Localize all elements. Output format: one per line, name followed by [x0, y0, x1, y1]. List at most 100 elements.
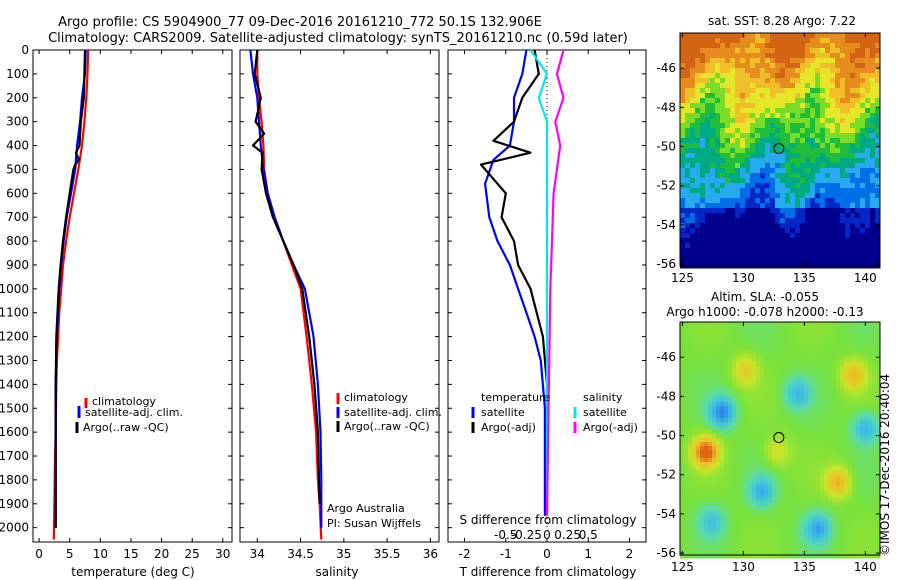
sla-cell	[816, 490, 821, 495]
sla-cell	[720, 542, 725, 547]
sst-cell	[750, 233, 756, 239]
sla-cell	[720, 430, 725, 435]
sla-cell	[704, 474, 709, 479]
sst-cell	[810, 158, 816, 164]
sla-cell	[720, 414, 725, 419]
sst-cell	[875, 103, 881, 109]
sst-cell	[755, 98, 761, 104]
sst-cell	[730, 103, 736, 109]
sst-cell	[775, 233, 781, 239]
sst-cell	[870, 158, 876, 164]
sst-cell	[840, 68, 846, 74]
sla-cell	[776, 410, 781, 415]
sla-cell	[740, 466, 745, 471]
sla-cell	[728, 346, 733, 351]
sla-cell	[816, 430, 821, 435]
sst-cell	[835, 208, 841, 214]
sst-cell	[780, 153, 786, 159]
sst-cell	[835, 218, 841, 224]
sst-cell	[805, 103, 811, 109]
sla-cell	[848, 466, 853, 471]
sla-cell	[772, 422, 777, 427]
sst-cell	[705, 138, 711, 144]
sla-cell	[876, 490, 881, 495]
sla-cell	[792, 398, 797, 403]
sla-cell	[864, 530, 869, 535]
sla-cell	[856, 342, 861, 347]
sla-cell	[744, 502, 749, 507]
sst-cell	[775, 163, 781, 169]
sla-cell	[856, 514, 861, 519]
sst-cell	[865, 258, 871, 264]
sst-cell	[745, 43, 751, 49]
sst-cell	[690, 243, 696, 249]
sla-cell	[712, 370, 717, 375]
sla-cell	[844, 366, 849, 371]
sla-cell	[828, 370, 833, 375]
sla-cell	[828, 386, 833, 391]
sla-cell	[756, 534, 761, 539]
sla-cell	[860, 390, 865, 395]
sst-cell	[845, 198, 851, 204]
sla-cell	[744, 426, 749, 431]
sla-cell	[820, 394, 825, 399]
sst-cell	[705, 143, 711, 149]
sla-cell	[856, 462, 861, 467]
sla-cell	[796, 330, 801, 335]
sla-cell	[748, 326, 753, 331]
sla-cell	[752, 358, 757, 363]
sla-cell	[708, 446, 713, 451]
sst-cell	[875, 33, 881, 39]
sla-cell	[792, 386, 797, 391]
sla-cell	[860, 410, 865, 415]
salinity-xlabel: salinity	[315, 565, 358, 579]
sst-cell	[870, 88, 876, 94]
sla-cell	[868, 394, 873, 399]
sla-cell	[872, 498, 877, 503]
sla-cell	[828, 494, 833, 499]
sst-cell	[685, 258, 691, 264]
sla-cell	[740, 490, 745, 495]
sst-cell	[800, 183, 806, 189]
sla-cell	[860, 482, 865, 487]
sst-cell	[835, 258, 841, 264]
sst-cell	[710, 33, 716, 39]
sla-cell	[816, 462, 821, 467]
sla-cell	[696, 462, 701, 467]
sla-cell	[816, 414, 821, 419]
sst-cell	[855, 118, 861, 124]
sst-cell	[830, 183, 836, 189]
sst-cell	[805, 118, 811, 124]
sla-cell	[688, 546, 693, 551]
sla-cell	[816, 350, 821, 355]
sla-cell	[860, 398, 865, 403]
sst-cell	[710, 48, 716, 54]
sst-cell	[850, 248, 856, 254]
sla-cell	[724, 386, 729, 391]
sst-cell	[865, 153, 871, 159]
sla-cell	[816, 514, 821, 519]
sla-cell	[784, 382, 789, 387]
sla-cell	[688, 506, 693, 511]
sla-cell	[864, 410, 869, 415]
sla-cell	[772, 366, 777, 371]
sst-cell	[705, 53, 711, 59]
sla-cell	[800, 490, 805, 495]
sla-cell	[824, 350, 829, 355]
sla-cell	[836, 538, 841, 543]
sla-cell	[728, 466, 733, 471]
sla-cell	[872, 522, 877, 527]
sla-cell	[728, 518, 733, 523]
sla-cell	[788, 494, 793, 499]
sla-cell	[856, 334, 861, 339]
sla-cell	[688, 422, 693, 427]
sla-cell	[836, 518, 841, 523]
sla-cell	[824, 322, 829, 327]
sst-cell	[760, 163, 766, 169]
sla-cell	[680, 538, 685, 543]
sla-cell	[876, 382, 881, 387]
sla-cell	[836, 426, 841, 431]
sla-cell	[852, 442, 857, 447]
sst-cell	[700, 33, 706, 39]
sst-cell	[755, 238, 761, 244]
